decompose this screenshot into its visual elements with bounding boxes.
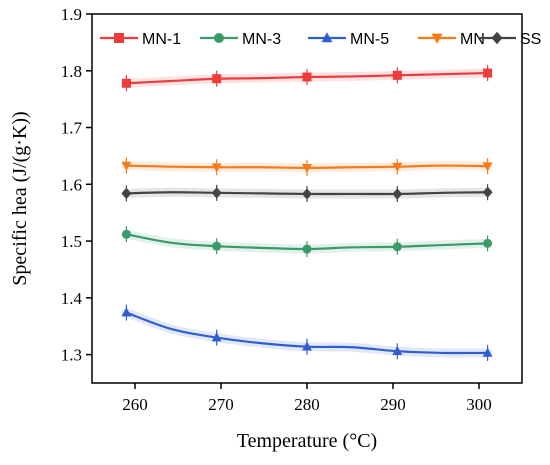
y-tick-label: 1.3 (61, 346, 82, 365)
data-point-ss (392, 188, 403, 200)
y-tick-label: 1.4 (61, 289, 83, 308)
data-point-mn-1 (212, 74, 222, 84)
data-point-mn-1 (483, 68, 493, 78)
data-point-mn (392, 162, 403, 172)
data-point-mn (302, 164, 312, 174)
x-axis-label: Temperature (°C) (237, 430, 377, 452)
data-point-mn (211, 163, 222, 173)
x-tick-label: 260 (122, 395, 148, 414)
x-tick-label: 290 (380, 395, 406, 414)
y-tick-label: 1.8 (61, 62, 82, 81)
legend-label-mn-5: MN-5 (350, 31, 389, 48)
legend-marker-mn-3 (214, 33, 224, 43)
data-point-mn (121, 161, 132, 171)
legend-label-mn-3: MN-3 (242, 31, 281, 48)
data-point-mn-1 (121, 78, 131, 88)
y-tick-label: 1.6 (61, 175, 82, 194)
data-point-mn-5 (302, 341, 312, 351)
series-marker-group (121, 65, 493, 361)
x-tick-label: 280 (294, 395, 320, 414)
series-shade-group (121, 68, 493, 358)
data-point-mn-5 (392, 346, 403, 356)
data-point-mn (482, 162, 493, 172)
y-tick-label: 1.5 (61, 232, 82, 251)
data-point-mn-5 (211, 332, 222, 342)
data-point-mn-3 (302, 244, 312, 254)
data-point-ss (121, 187, 132, 200)
legend-marker-ss (491, 31, 503, 45)
y-tick-label: 1.9 (61, 5, 82, 24)
y-axis-label: Specific hea (J/(g·K)) (9, 111, 31, 285)
x-tick-label: 270 (208, 395, 234, 414)
data-point-mn-3 (212, 241, 222, 251)
legend-marker-mn (431, 33, 443, 44)
data-point-mn-3 (392, 242, 402, 252)
data-point-mn-3 (483, 238, 493, 248)
y-tick-label: 1.7 (61, 119, 83, 138)
series-line-group (126, 71, 488, 355)
legend-label-mn-1: MN-1 (142, 31, 181, 48)
data-point-mn-5 (121, 307, 132, 317)
data-point-ss (302, 188, 312, 200)
data-point-mn-3 (121, 229, 131, 239)
x-axis-ticks: 260 270 280 290 300 (122, 383, 492, 414)
data-point-ss (211, 187, 222, 199)
y-axis-ticks: 1.3 1.4 1.5 1.6 1.7 1.8 1.9 (61, 5, 92, 365)
legend: MN-1 MN-3 MN-5 MN SS (100, 31, 541, 48)
data-point-ss (482, 186, 493, 198)
data-point-mn-1 (302, 72, 312, 82)
legend-label-ss: SS (520, 31, 541, 48)
legend-marker-mn-1 (114, 33, 124, 43)
x-tick-label: 300 (466, 395, 492, 414)
legend-marker-mn-5 (321, 32, 333, 43)
data-point-mn-1 (392, 70, 402, 80)
legend-label-mn: MN (460, 31, 485, 48)
data-point-mn-5 (482, 347, 493, 357)
